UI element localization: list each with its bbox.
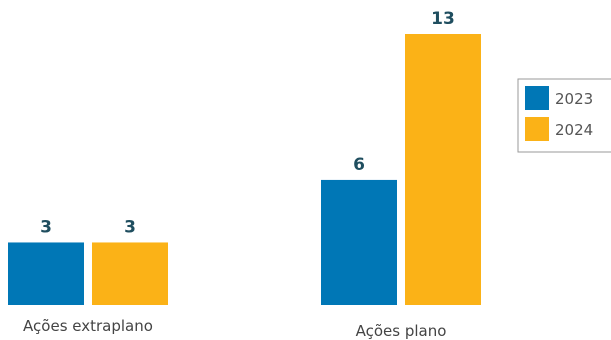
legend-swatch-2023 (525, 86, 549, 110)
category-label-acoes-plano: Ações plano (356, 322, 447, 340)
value-label-acoes-extraplano-2024: 3 (124, 217, 136, 237)
value-labels-group: 3 3 6 13 (40, 9, 455, 237)
bars-group (8, 34, 481, 305)
legend-label-2024: 2024 (555, 121, 593, 139)
category-labels-group: Ações extraplano Ações plano (23, 317, 446, 340)
category-label-acoes-extraplano: Ações extraplano (23, 317, 153, 335)
bar-acoes-plano-2023 (321, 179, 397, 305)
legend-label-2023: 2023 (555, 90, 593, 108)
value-label-acoes-plano-2023: 6 (353, 155, 365, 175)
bar-acoes-plano-2024 (405, 34, 481, 305)
bar-acoes-extraplano-2023 (8, 242, 84, 305)
value-label-acoes-extraplano-2023: 3 (40, 217, 52, 237)
legend: 2023 2024 (517, 78, 611, 153)
value-label-acoes-plano-2024: 13 (431, 9, 455, 29)
legend-swatch-2024 (525, 117, 549, 141)
bar-acoes-extraplano-2024 (92, 242, 168, 305)
